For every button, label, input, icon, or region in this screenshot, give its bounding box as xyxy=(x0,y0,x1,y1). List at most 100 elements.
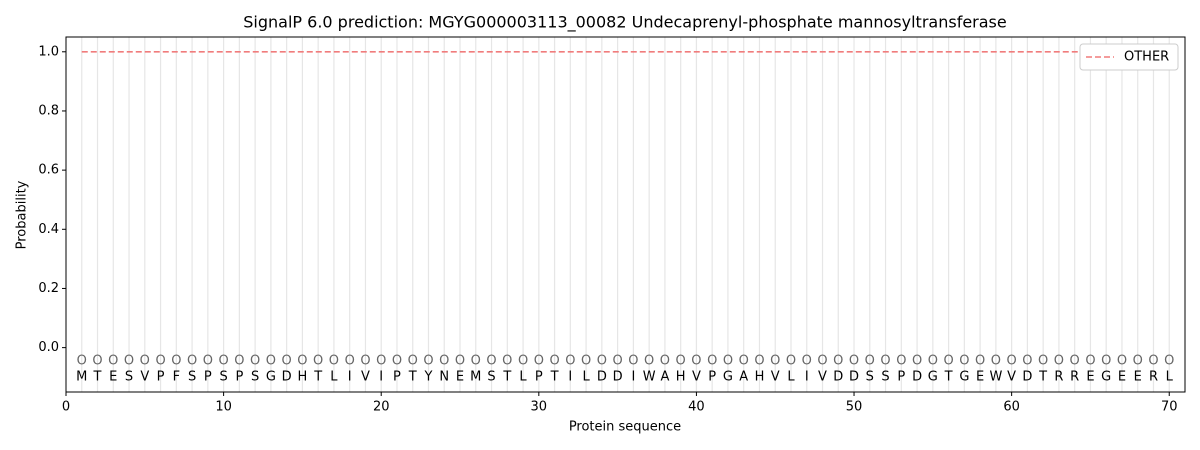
site-label: O xyxy=(1007,354,1017,369)
residue-label: P xyxy=(708,370,716,385)
residue-label: D xyxy=(282,370,292,385)
residue-label: S xyxy=(866,370,874,385)
residue-label: D xyxy=(1022,370,1032,385)
site-label: O xyxy=(329,354,339,369)
site-label: O xyxy=(155,354,165,369)
residue-label: I xyxy=(805,370,809,385)
site-label: O xyxy=(912,354,922,369)
site-label: O xyxy=(1101,354,1111,369)
site-label: O xyxy=(455,354,465,369)
residue-label: R xyxy=(1054,370,1063,385)
residue-label: T xyxy=(1038,370,1047,385)
site-label: O xyxy=(124,354,134,369)
residue-label: H xyxy=(755,370,765,385)
residue-label: L xyxy=(787,370,795,385)
y-tick-label: 0.8 xyxy=(38,103,59,118)
residue-label: P xyxy=(235,370,243,385)
residue-label: V xyxy=(771,370,780,385)
site-label: O xyxy=(392,354,402,369)
residue-label: R xyxy=(1149,370,1158,385)
residue-label: G xyxy=(928,370,938,385)
residue-label: T xyxy=(313,370,322,385)
residue-label: T xyxy=(944,370,953,385)
site-label: O xyxy=(345,354,355,369)
site-label: O xyxy=(92,354,102,369)
residue-label: Y xyxy=(424,370,433,385)
residue-label: I xyxy=(348,370,352,385)
residue-label: W xyxy=(989,370,1002,385)
x-axis-label: Protein sequence xyxy=(569,420,681,435)
site-label: O xyxy=(1164,354,1174,369)
site-label: O xyxy=(802,354,812,369)
residue-label: G xyxy=(266,370,276,385)
site-label: O xyxy=(297,354,307,369)
residue-label: S xyxy=(219,370,227,385)
residue-label: E xyxy=(456,370,464,385)
site-label: O xyxy=(234,354,244,369)
residue-label: P xyxy=(535,370,543,385)
site-label: O xyxy=(471,354,481,369)
residue-label: M xyxy=(76,370,87,385)
site-label: O xyxy=(959,354,969,369)
legend-box xyxy=(1079,43,1179,71)
x-tick-label: 30 xyxy=(531,400,548,415)
residue-label: V xyxy=(1007,370,1016,385)
site-label: O xyxy=(1085,354,1095,369)
site-label: O xyxy=(723,354,733,369)
site-label: O xyxy=(613,354,623,369)
site-label: O xyxy=(754,354,764,369)
site-label: O xyxy=(943,354,953,369)
residue-label: T xyxy=(408,370,417,385)
residue-label: I xyxy=(568,370,572,385)
residue-label: P xyxy=(897,370,905,385)
residue-label: A xyxy=(739,370,748,385)
site-label: O xyxy=(1070,354,1080,369)
site-label: O xyxy=(565,354,575,369)
site-label: O xyxy=(282,354,292,369)
site-label: O xyxy=(549,354,559,369)
residue-label: E xyxy=(109,370,117,385)
residue-label: L xyxy=(1166,370,1174,385)
site-label: O xyxy=(597,354,607,369)
plot-frame xyxy=(65,36,1186,393)
x-tick-label: 0 xyxy=(62,400,70,415)
site-label: O xyxy=(865,354,875,369)
residue-label: V xyxy=(818,370,827,385)
site-label: O xyxy=(108,354,118,369)
x-tick-label: 20 xyxy=(373,400,390,415)
site-label: O xyxy=(676,354,686,369)
site-label: O xyxy=(486,354,496,369)
site-label: O xyxy=(581,354,591,369)
site-label: O xyxy=(360,354,370,369)
site-label: O xyxy=(896,354,906,369)
site-label: O xyxy=(187,354,197,369)
site-label: O xyxy=(502,354,512,369)
residue-label: G xyxy=(1101,370,1111,385)
residue-label: P xyxy=(204,370,212,385)
residue-label: D xyxy=(849,370,859,385)
y-tick-label: 0.0 xyxy=(38,340,59,355)
site-label: O xyxy=(518,354,528,369)
x-tick-label: 40 xyxy=(688,400,705,415)
residue-label: R xyxy=(1070,370,1079,385)
site-label: O xyxy=(534,354,544,369)
site-label: O xyxy=(707,354,717,369)
site-label: O xyxy=(1133,354,1143,369)
y-tick-label: 0.4 xyxy=(38,222,59,237)
residue-label: S xyxy=(487,370,495,385)
site-label: O xyxy=(786,354,796,369)
site-label: O xyxy=(140,354,150,369)
residue-label: V xyxy=(140,370,149,385)
site-label: O xyxy=(408,354,418,369)
site-label: O xyxy=(266,354,276,369)
residue-label: T xyxy=(93,370,102,385)
residue-label: V xyxy=(361,370,370,385)
site-label: O xyxy=(991,354,1001,369)
residue-label: L xyxy=(519,370,527,385)
residue-label: E xyxy=(1118,370,1126,385)
residue-label: G xyxy=(959,370,969,385)
residue-label: M xyxy=(470,370,481,385)
site-label: O xyxy=(1117,354,1127,369)
site-label: O xyxy=(628,354,638,369)
